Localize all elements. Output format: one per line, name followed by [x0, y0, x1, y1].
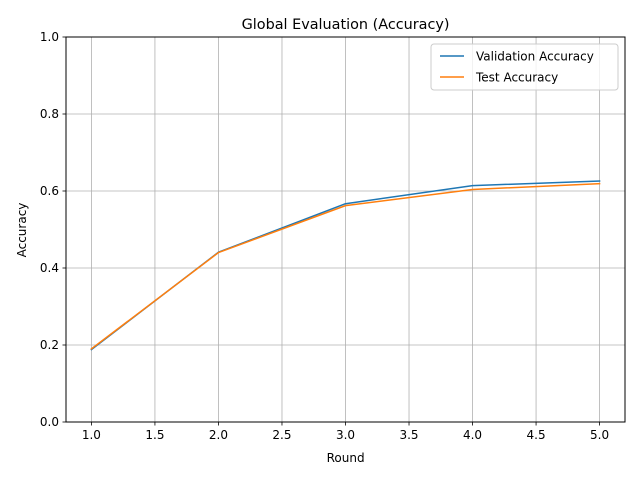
validation-accuracy-legend-label: Validation Accuracy — [476, 50, 594, 64]
plot-lines — [90, 180, 601, 351]
x-axis-label: Round — [327, 451, 365, 465]
x-tick-label: 5.0 — [590, 428, 609, 442]
x-axis-ticks: 1.0 1.5 2.0 2.5 3.0 3.5 4.0 4.5 5.0 — [82, 422, 609, 442]
y-tick-label: 1.0 — [40, 30, 59, 44]
y-tick-label: 0.2 — [40, 338, 59, 352]
x-tick-label: 3.5 — [399, 428, 418, 442]
chart-title: Global Evaluation (Accuracy) — [242, 17, 450, 33]
x-tick-label: 2.5 — [272, 428, 291, 442]
x-tick-label: 1.5 — [145, 428, 164, 442]
test-accuracy-line — [90, 182, 601, 350]
y-tick-label: 0.6 — [40, 184, 59, 198]
x-tick-label: 4.5 — [527, 428, 546, 442]
y-tick-label: 0.4 — [40, 261, 59, 275]
y-tick-label: 0.8 — [40, 107, 59, 121]
y-axis-ticks: 0.0 0.2 0.4 0.6 0.8 1.0 — [40, 30, 66, 429]
x-tick-label: 1.0 — [82, 428, 101, 442]
legend: Validation Accuracy Test Accuracy — [430, 43, 619, 91]
y-tick-label: 0.0 — [40, 415, 59, 429]
x-tick-label: 3.0 — [336, 428, 355, 442]
legend-box — [430, 43, 619, 91]
x-tick-label: 4.0 — [463, 428, 482, 442]
test-accuracy-legend-label: Test Accuracy — [475, 71, 558, 85]
x-tick-label: 2.0 — [209, 428, 228, 442]
y-axis-label: Accuracy — [15, 203, 29, 258]
